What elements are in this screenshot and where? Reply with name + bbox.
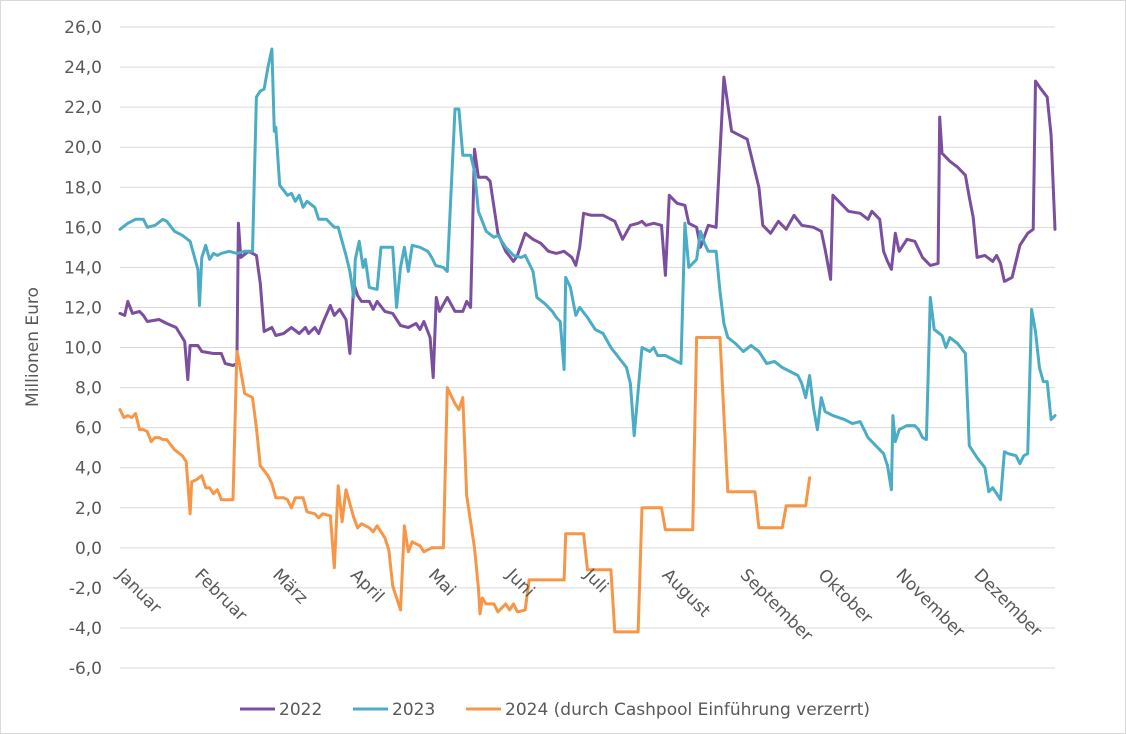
- y-tick-label: 2,0: [75, 499, 102, 519]
- x-tick-label: Juni: [501, 564, 538, 601]
- x-tick-label: Mai: [424, 565, 459, 600]
- y-tick-label: 16,0: [64, 218, 102, 238]
- x-tick-label: April: [346, 565, 388, 607]
- x-tick-label: November: [892, 565, 969, 642]
- y-tick-label: 10,0: [64, 339, 102, 359]
- y-tick-label: 14,0: [64, 258, 102, 278]
- legend-label: 2024 (durch Cashpool Einführung verzerrt…: [505, 700, 870, 720]
- legend-label: 2022: [279, 700, 322, 720]
- y-tick-label: 0,0: [75, 539, 102, 559]
- legend-label: 2023: [392, 700, 435, 720]
- x-axis-tick-labels: Januar Februar März April Mai Juni Juli August S…: [112, 564, 1046, 645]
- y-tick-label: -4,0: [69, 619, 102, 639]
- y-tick-label: 12,0: [64, 298, 102, 318]
- series-line-0: [118, 75, 1057, 382]
- x-tick-label: Januar: [112, 564, 165, 617]
- y-tick-label: 8,0: [75, 379, 102, 399]
- y-axis-title: Millionen Euro: [23, 287, 43, 407]
- y-tick-label: -2,0: [69, 579, 102, 599]
- y-tick-label: 18,0: [64, 178, 102, 198]
- x-tick-label: Dezember: [970, 565, 1046, 641]
- y-tick-label: -6,0: [69, 659, 102, 679]
- y-tick-label: 4,0: [75, 459, 102, 479]
- y-tick-label: 20,0: [64, 138, 102, 158]
- series-line-2: [118, 336, 812, 634]
- y-tick-label: 26,0: [64, 18, 102, 38]
- y-tick-label: 6,0: [75, 419, 102, 439]
- x-tick-label: März: [268, 565, 311, 608]
- y-tick-label: 22,0: [64, 98, 102, 118]
- x-tick-label: Februar: [190, 565, 250, 625]
- x-tick-label: September: [736, 565, 817, 646]
- x-tick-label: August: [658, 565, 714, 621]
- y-tick-label: 24,0: [64, 58, 102, 78]
- legend: 2022 2023 2024 (durch Cashpool Einführung …: [240, 700, 870, 720]
- series-line-1: [118, 47, 1057, 502]
- x-tick-label: Oktober: [814, 565, 877, 628]
- y-axis-tick-labels: -6,0 -4,0 -2,0 0,0 2,0 4,0 6,0 8,0 10,0 12,0 14,0 1…: [64, 18, 102, 679]
- series-lines: [118, 47, 1057, 634]
